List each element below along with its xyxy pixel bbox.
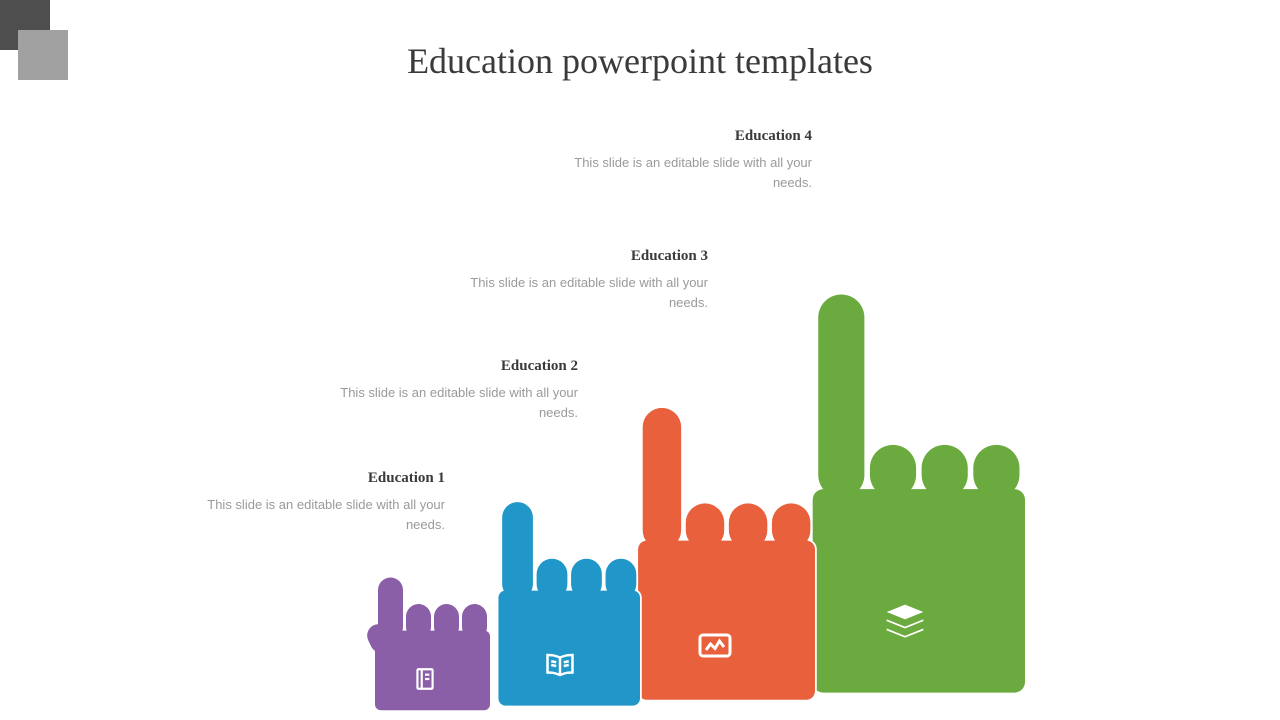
hand-1 <box>360 550 490 720</box>
label-title: Education 3 <box>448 248 708 265</box>
label-desc: This slide is an editable slide with all… <box>318 383 578 422</box>
label-title: Education 4 <box>552 128 812 145</box>
open-book-icon <box>545 650 575 680</box>
label-desc: This slide is an editable slide with all… <box>448 273 708 312</box>
notebook-icon <box>412 666 438 692</box>
label-hand-3: Education 3 This slide is an editable sli… <box>448 248 708 312</box>
hand-2 <box>480 470 640 720</box>
hand-3 <box>615 370 815 720</box>
page-title: Education powerpoint templates <box>0 40 1280 82</box>
label-hand-1: Education 1 This slide is an editable sli… <box>185 470 445 534</box>
label-title: Education 2 <box>318 358 578 375</box>
label-hand-4: Education 4 This slide is an editable sli… <box>552 128 812 192</box>
label-title: Education 1 <box>185 470 445 487</box>
label-desc: This slide is an editable slide with all… <box>552 153 812 192</box>
hand-4 <box>785 245 1025 720</box>
monitor-icon <box>697 629 733 665</box>
books-stack-icon <box>883 601 927 645</box>
label-desc: This slide is an editable slide with all… <box>185 495 445 534</box>
label-hand-2: Education 2 This slide is an editable sli… <box>318 358 578 422</box>
